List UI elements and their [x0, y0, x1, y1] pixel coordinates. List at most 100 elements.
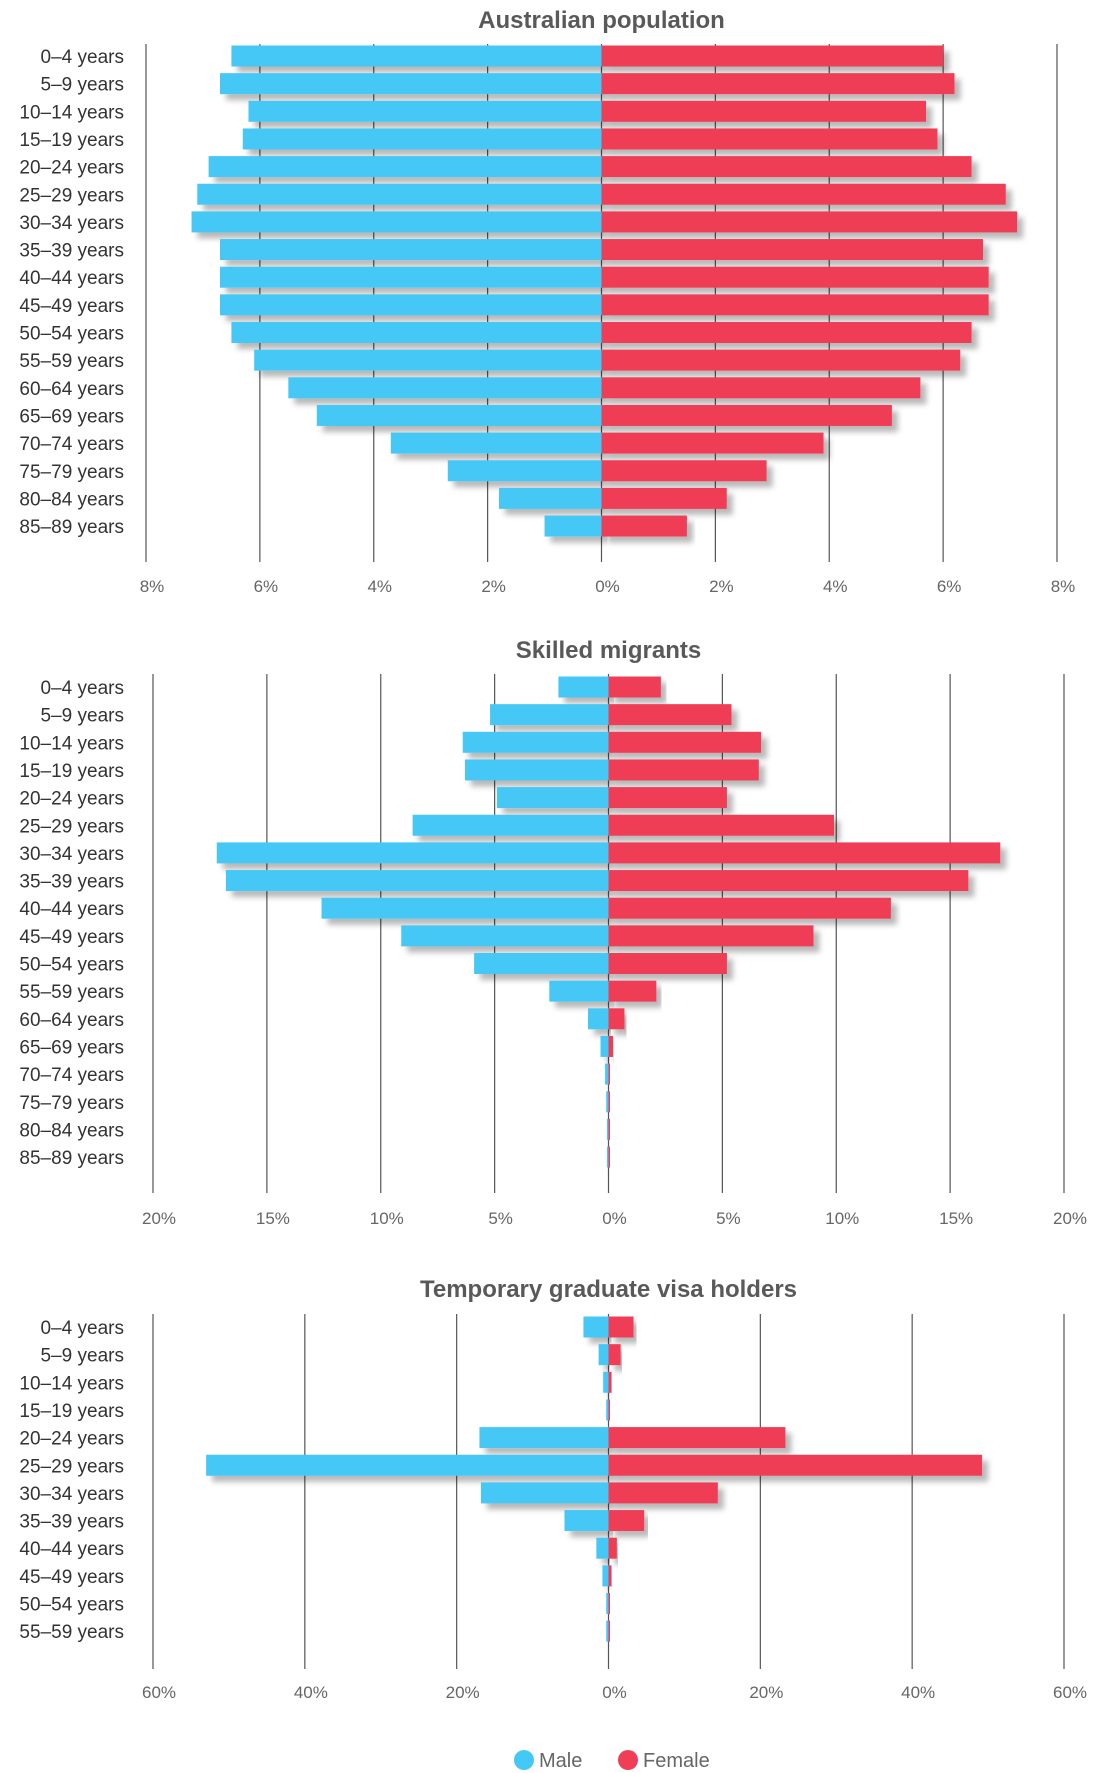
- bar-male: [208, 156, 602, 178]
- chart-title: Australian population: [478, 7, 725, 34]
- bar-male: [606, 1593, 609, 1614]
- x-tick-label: 0%: [602, 1209, 627, 1228]
- category-label: 85–89 years: [19, 1148, 124, 1169]
- chart-panel: Australian population 8% 6% 4% 2% 0% 2% 4% 6% 8% 0…: [19, 7, 1075, 596]
- bar-male: [583, 1316, 609, 1338]
- category-label: 30–34 years: [19, 1484, 124, 1505]
- x-tick-label: 20%: [749, 1683, 783, 1702]
- category-label: 5–9 years: [41, 706, 124, 727]
- bar-male: [288, 377, 602, 399]
- category-label: 40–44 years: [19, 899, 124, 920]
- bar-female: [601, 73, 955, 95]
- x-tick-label: 15%: [939, 1209, 973, 1228]
- bar-female: [608, 1118, 610, 1140]
- x-tick-label: 40%: [901, 1683, 935, 1702]
- category-label: 50–54 years: [19, 324, 124, 345]
- bar-male: [248, 100, 602, 122]
- category-label: 5–9 years: [41, 75, 124, 96]
- x-tick-label: 5%: [488, 1209, 513, 1228]
- category-label: 75–79 years: [19, 1093, 124, 1114]
- category-label: 60–64 years: [19, 379, 124, 400]
- category-label: 50–54 years: [19, 1595, 124, 1616]
- bar-male: [231, 45, 602, 67]
- bar-female: [608, 1565, 612, 1587]
- category-label: 55–59 years: [19, 351, 124, 372]
- bar-female: [601, 460, 767, 482]
- category-label: 80–84 years: [19, 489, 124, 510]
- bar-male: [496, 787, 609, 809]
- chart-panel: Skilled migrants 20% 15% 10% 5% 0% 5% 10% 15% 20%…: [19, 637, 1087, 1228]
- bar-male: [242, 128, 602, 150]
- bar-female: [608, 1399, 610, 1421]
- bar-female: [601, 294, 989, 316]
- bar-male: [254, 349, 602, 371]
- bar-female: [608, 1008, 625, 1030]
- category-label: 35–39 years: [19, 241, 124, 262]
- bar-female: [608, 704, 732, 726]
- bar-female: [601, 487, 727, 509]
- category-label: 65–69 years: [19, 406, 124, 427]
- bar-male: [606, 1620, 609, 1642]
- category-label: 15–19 years: [19, 761, 124, 782]
- bar-male: [462, 731, 609, 753]
- x-tick-label: 20%: [1053, 1209, 1087, 1228]
- bar-female: [601, 432, 824, 454]
- category-label: 35–39 years: [19, 872, 124, 893]
- category-label: 10–14 years: [19, 1373, 124, 1394]
- category-label: 50–54 years: [19, 955, 124, 976]
- bar-male: [544, 515, 602, 537]
- bar-male: [225, 870, 609, 892]
- category-label: 5–9 years: [41, 1346, 124, 1367]
- chart-title: Skilled migrants: [516, 637, 701, 664]
- bar-female: [608, 1620, 610, 1642]
- bar-male: [596, 1537, 609, 1559]
- bar-female: [608, 897, 891, 919]
- bar-female: [601, 404, 892, 426]
- x-tick-label: 6%: [254, 577, 279, 596]
- bar-female: [601, 183, 1006, 205]
- bar-female: [601, 266, 989, 288]
- category-label: 0–4 years: [41, 1318, 124, 1339]
- bar-female: [608, 731, 762, 753]
- x-tick-label: 60%: [142, 1683, 176, 1702]
- x-tick-label: 15%: [256, 1209, 290, 1228]
- bar-female: [608, 980, 657, 1002]
- category-label: 0–4 years: [41, 47, 124, 68]
- bar-female: [608, 676, 661, 698]
- category-label: 75–79 years: [19, 462, 124, 483]
- x-tick-label: 10%: [370, 1209, 404, 1228]
- bar-male: [220, 294, 602, 316]
- bar-female: [601, 239, 983, 261]
- bar-male: [191, 211, 602, 233]
- category-label: 20–24 years: [19, 789, 124, 810]
- bar-female: [608, 1482, 718, 1504]
- bar-female: [608, 1063, 610, 1085]
- bar-male: [490, 704, 609, 726]
- bar-female: [608, 1593, 610, 1614]
- bar-male: [606, 1399, 609, 1421]
- bar-male: [600, 1035, 609, 1057]
- bar-male: [390, 432, 602, 454]
- bar-male: [231, 322, 602, 343]
- bar-female: [608, 1454, 983, 1476]
- bar-female: [608, 787, 727, 809]
- bar-female: [601, 349, 961, 371]
- category-label: 45–49 years: [19, 296, 124, 317]
- x-tick-label: 10%: [825, 1209, 859, 1228]
- category-label: 55–59 years: [19, 1622, 124, 1643]
- bar-male: [316, 404, 602, 426]
- bar-male: [588, 1008, 609, 1030]
- bar-male: [447, 460, 602, 482]
- category-label: 0–4 years: [41, 678, 124, 699]
- bar-female: [608, 814, 834, 836]
- category-label: 40–44 years: [19, 268, 124, 289]
- bar-female: [608, 1510, 645, 1532]
- bar-female: [608, 953, 727, 974]
- category-label: 20–24 years: [19, 1429, 124, 1450]
- bar-female: [608, 925, 814, 947]
- bar-female: [601, 128, 938, 150]
- x-tick-label: 2%: [481, 577, 506, 596]
- bar-female: [601, 100, 927, 122]
- bar-male: [603, 1371, 609, 1393]
- bar-male: [598, 1344, 609, 1366]
